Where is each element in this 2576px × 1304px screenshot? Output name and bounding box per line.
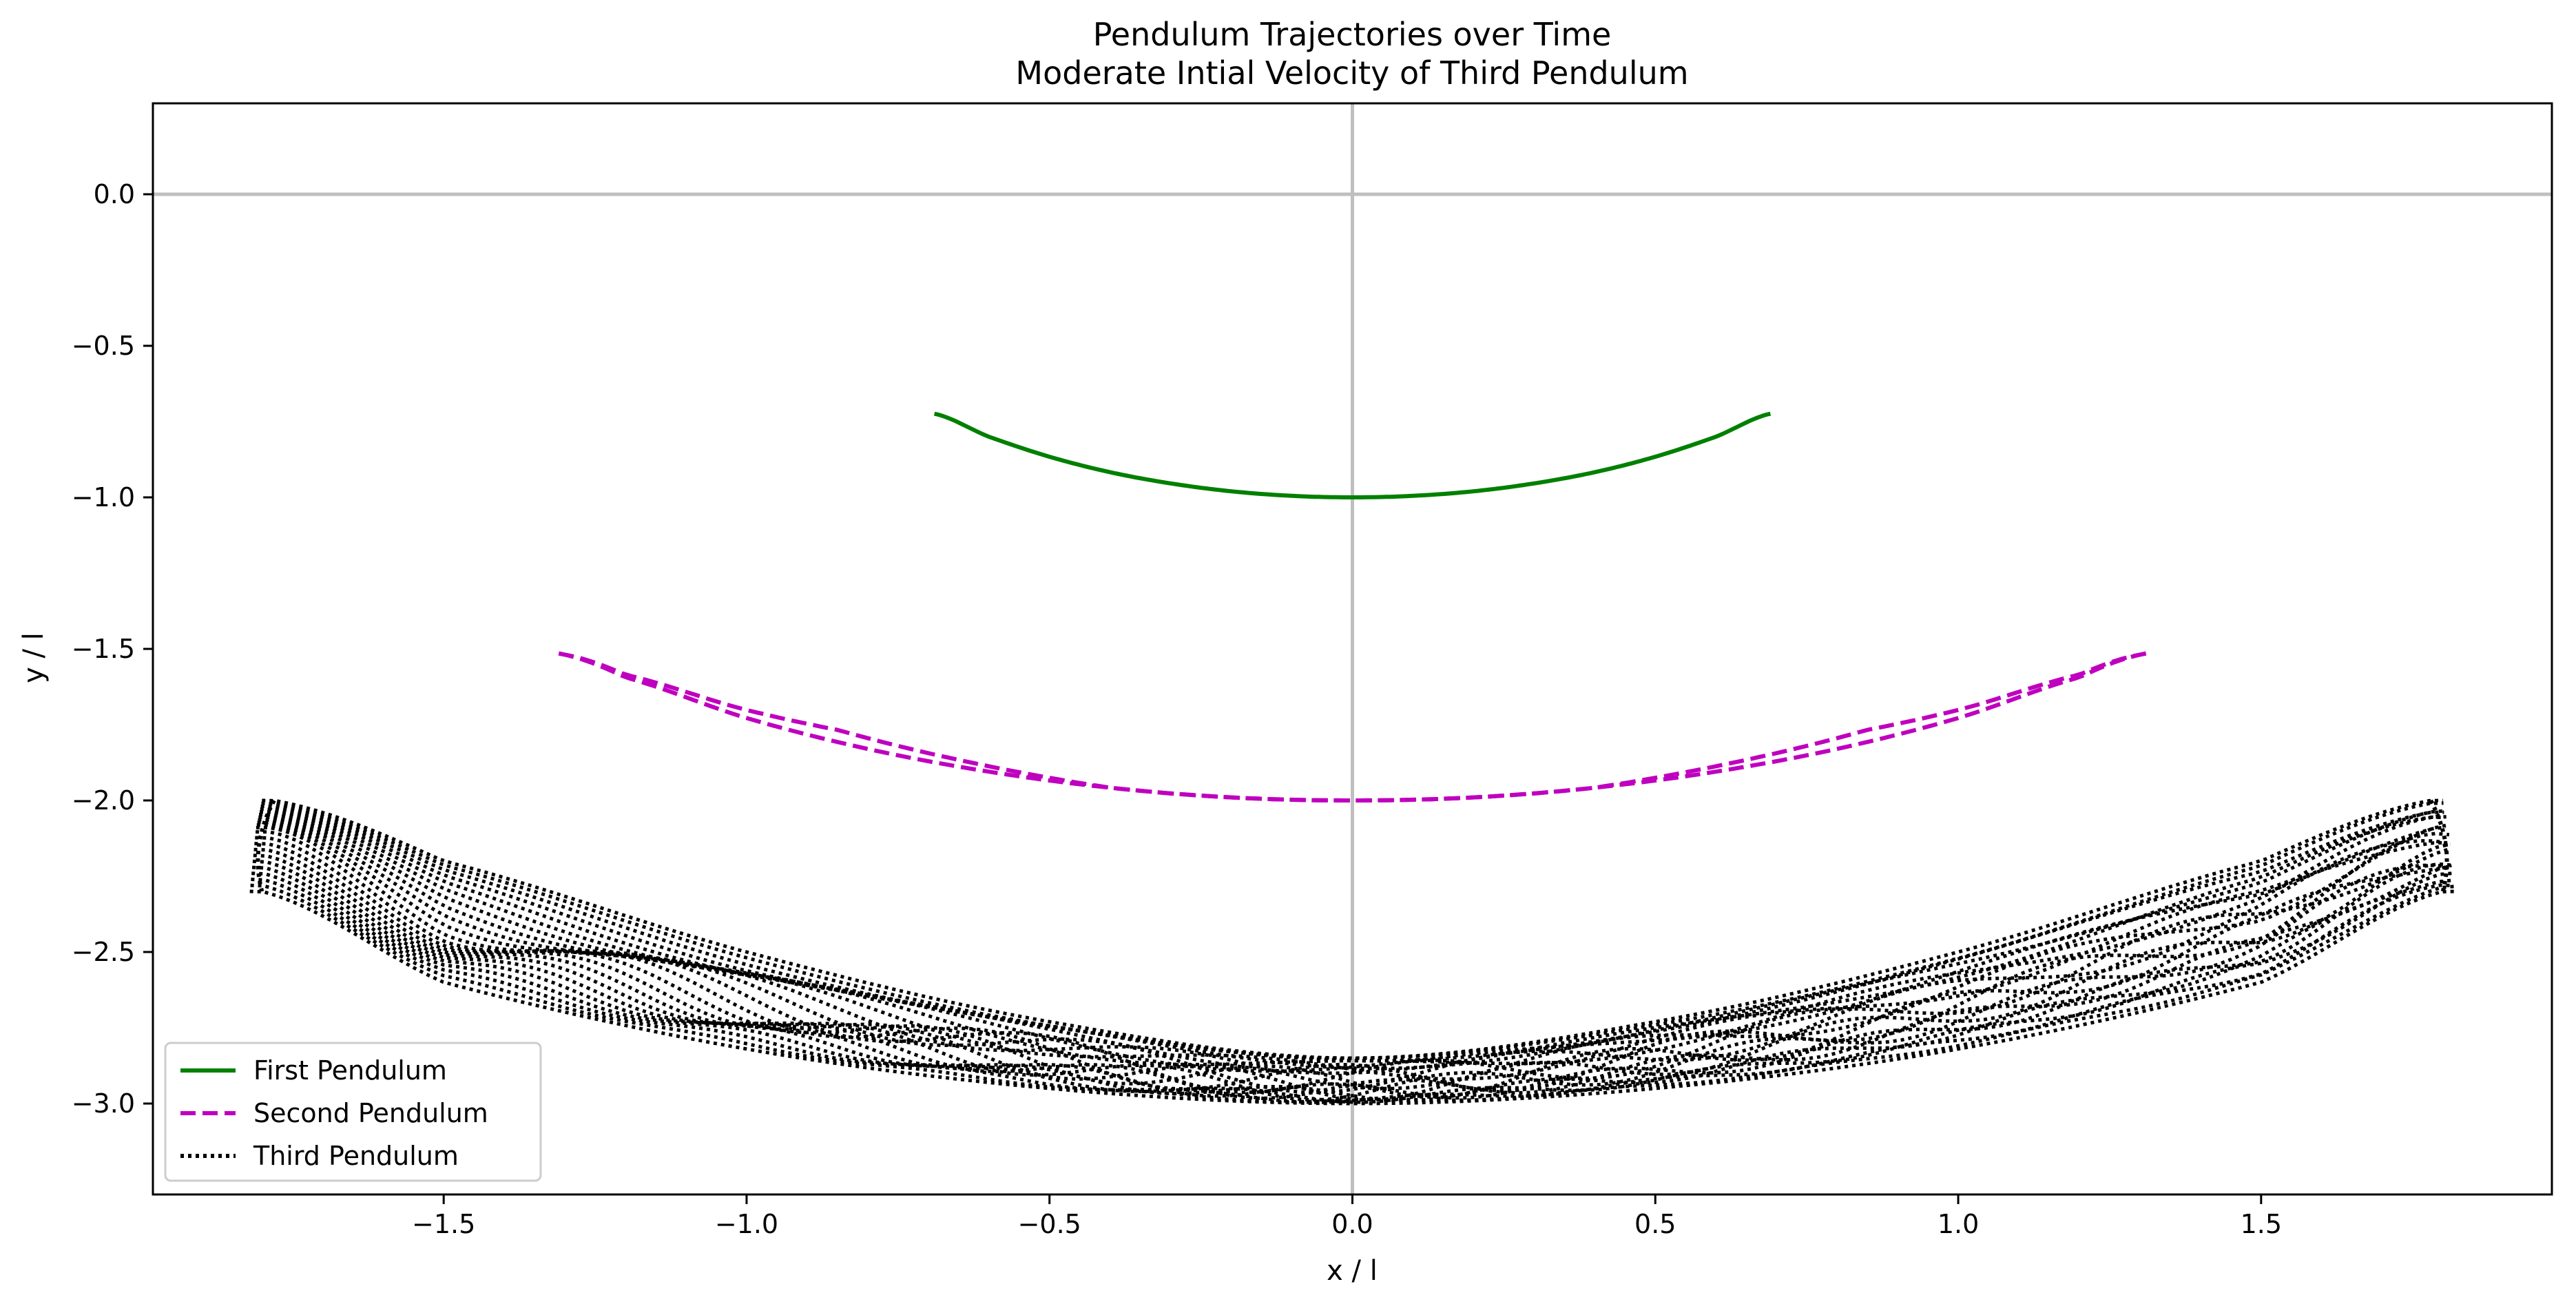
series-3-trace xyxy=(253,847,2451,1102)
series-3-trace xyxy=(256,823,2449,1095)
x-tick-label: −1.5 xyxy=(412,1209,475,1239)
legend-label-1: First Pendulum xyxy=(253,1055,447,1086)
y-tick-label: −2.0 xyxy=(72,785,135,816)
legend-label-3: Third Pendulum xyxy=(253,1141,459,1171)
series-1-line xyxy=(933,411,1772,499)
series-3-trace xyxy=(250,883,2455,1104)
legend-box xyxy=(164,1042,542,1182)
x-axis-label: x / l xyxy=(1327,1255,1378,1287)
x-tick-label: 0.5 xyxy=(1634,1209,1676,1239)
series-3-trace xyxy=(251,878,2454,1104)
x-tick-label: 1.0 xyxy=(1938,1209,1979,1239)
series-3-trace xyxy=(251,865,2453,1103)
series-3-end-cap xyxy=(2429,799,2449,892)
series-3-trace xyxy=(249,889,2455,1106)
y-tick-label: −1.5 xyxy=(72,634,135,664)
series-3-trace xyxy=(257,820,2448,1090)
x-tick-label: −0.5 xyxy=(1018,1209,1081,1239)
series-3-trace xyxy=(259,813,2447,1073)
series-3-trace xyxy=(256,826,2449,1095)
series-3-trace xyxy=(256,830,2450,1093)
series-3-trace xyxy=(259,810,2446,1075)
chart-subtitle: Moderate Intial Velocity of Third Pendul… xyxy=(1015,54,1688,92)
y-tick-label: 0.0 xyxy=(94,179,135,209)
legend-label-2: Second Pendulum xyxy=(253,1098,488,1128)
series-3-trace xyxy=(260,807,2445,1070)
series-3-trace xyxy=(255,836,2450,1099)
series-3-trace xyxy=(258,818,2447,1081)
series-2-line xyxy=(558,651,2147,803)
legend: First Pendulum Second Pendulum Third Pendu… xyxy=(164,1042,542,1182)
plot-area xyxy=(153,103,2552,1194)
chart-title: Pendulum Trajectories over Time xyxy=(1093,16,1612,53)
x-tick-label: 1.5 xyxy=(2241,1209,2282,1239)
x-tick-label: −1.0 xyxy=(715,1209,778,1239)
y-tick-label: −2.5 xyxy=(72,937,135,967)
x-tick-label: 0.0 xyxy=(1331,1209,1373,1239)
y-tick-label: −1.0 xyxy=(72,482,135,513)
y-axis-label: y / l xyxy=(18,632,50,683)
series-3-trace xyxy=(252,859,2453,1100)
y-tick-label: −3.0 xyxy=(72,1088,135,1119)
series-3-end-cap xyxy=(256,799,276,892)
series-2-line-band xyxy=(558,651,2147,803)
y-tick-label: −0.5 xyxy=(72,331,135,361)
series-3-trace xyxy=(254,842,2451,1102)
series-3-band xyxy=(249,798,2455,1106)
